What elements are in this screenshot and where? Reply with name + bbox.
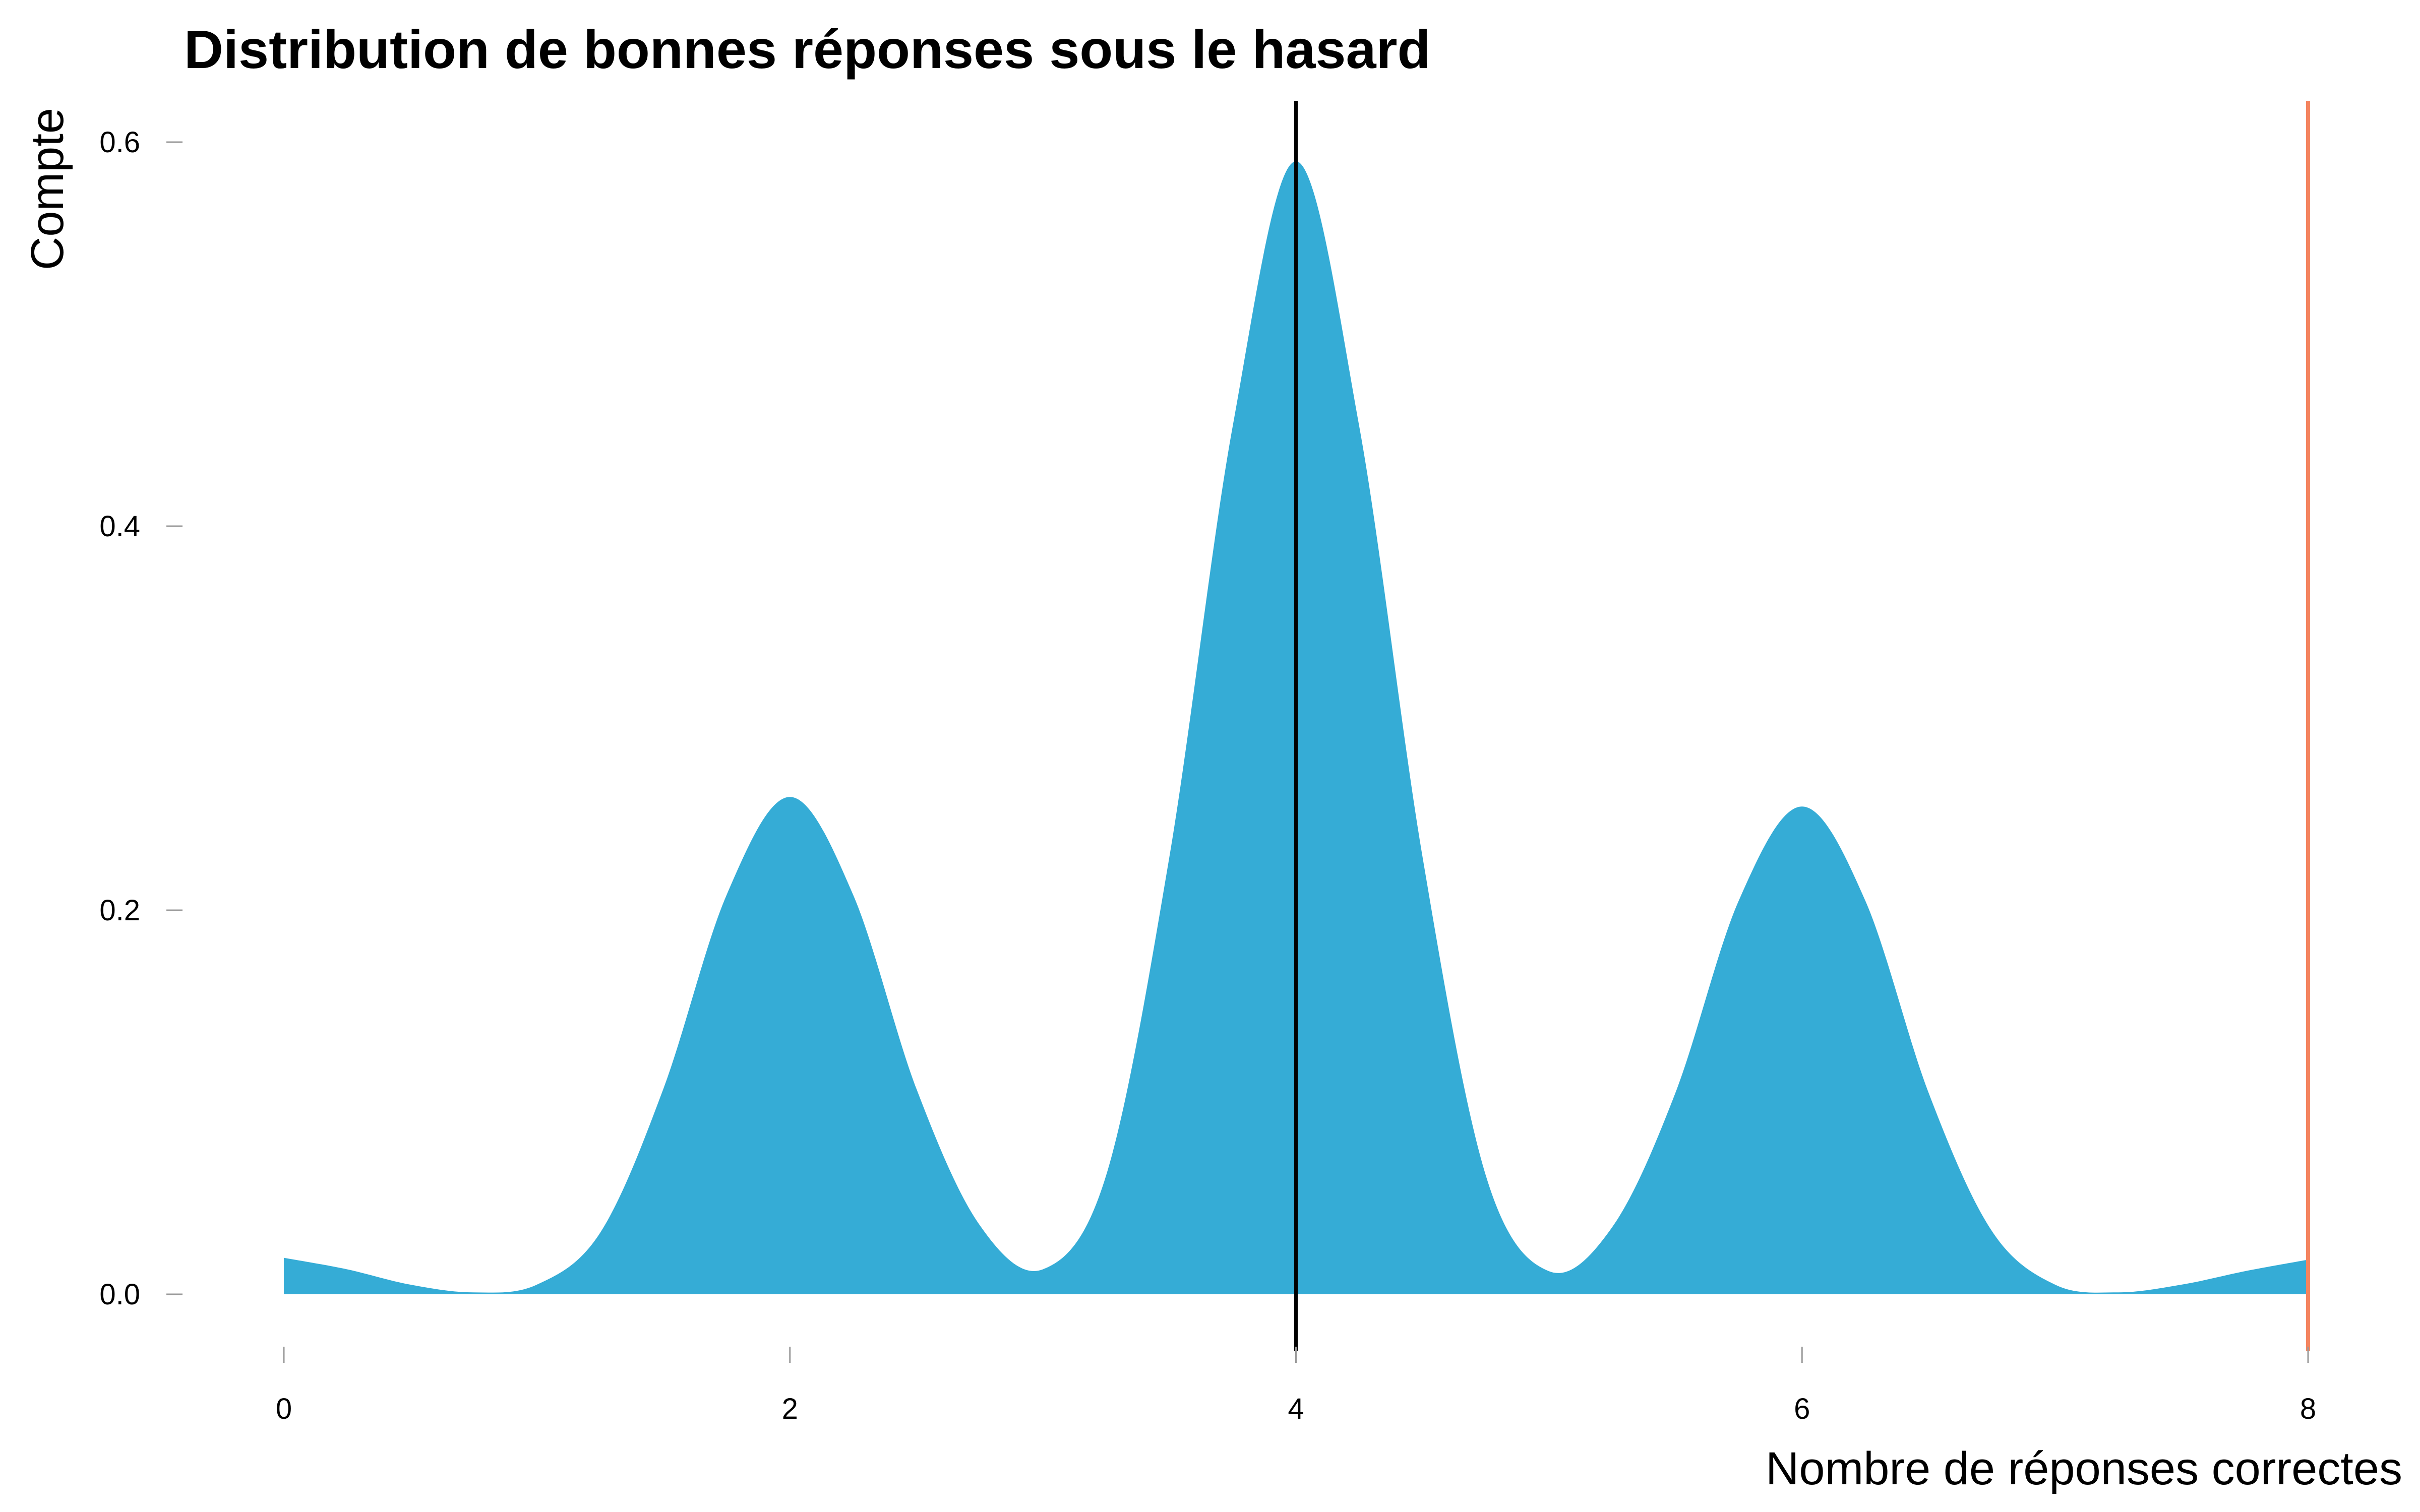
y-tick-label: 0.0 — [99, 1278, 140, 1311]
x-tick-label: 0 — [276, 1393, 292, 1425]
x-tick-label: 8 — [2300, 1393, 2316, 1425]
chart-title: Distribution de bonnes réponses sous le … — [184, 19, 1431, 80]
y-axis-label: Compte — [22, 108, 73, 270]
x-tick-label: 4 — [1288, 1393, 1304, 1425]
x-tick-label: 2 — [782, 1393, 798, 1425]
x-axis-label: Nombre de réponses correctes — [1766, 1443, 2402, 1494]
y-tick-label: 0.4 — [99, 510, 140, 543]
y-tick-label: 0.2 — [99, 894, 140, 927]
y-tick-label: 0.6 — [99, 126, 140, 159]
x-tick-label: 6 — [1794, 1393, 1810, 1425]
